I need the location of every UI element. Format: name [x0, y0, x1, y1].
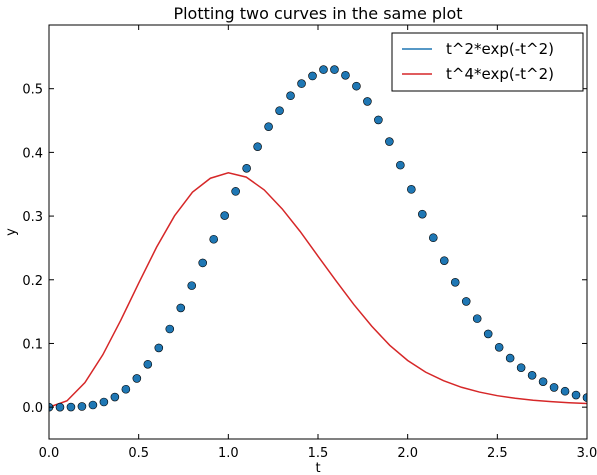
data-point: [286, 91, 295, 100]
data-point: [439, 256, 449, 265]
data-point: [363, 97, 372, 106]
series-line-1: [49, 172, 587, 408]
x-tick-label: 2.0: [397, 446, 418, 461]
y-tick-label: 0.5: [22, 83, 43, 98]
y-tick-label: 0.0: [22, 401, 43, 416]
data-point: [55, 402, 65, 412]
data-point: [494, 342, 504, 352]
data-point: [88, 400, 98, 410]
data-point: [385, 137, 394, 146]
data-point: [308, 71, 317, 81]
legend-label: t^4*exp(-t^2): [446, 65, 554, 83]
data-point: [110, 392, 120, 402]
data-point: [209, 234, 218, 244]
data-point: [527, 371, 537, 380]
data-point: [571, 390, 581, 400]
data-point: [176, 303, 186, 313]
data-point: [472, 314, 482, 323]
x-tick-label: 0.0: [39, 446, 60, 461]
x-tick-label: 0.5: [128, 446, 149, 461]
data-point: [187, 281, 197, 290]
data-point: [407, 185, 416, 194]
data-point: [253, 142, 262, 151]
data-point: [66, 402, 76, 412]
data-point: [121, 384, 131, 394]
data-point: [396, 160, 405, 170]
data-point: [428, 233, 438, 243]
data-point: [143, 359, 153, 369]
data-point: [450, 278, 460, 287]
y-tick-label: 0.2: [22, 274, 43, 289]
data-point: [461, 297, 471, 306]
legend-box: [391, 32, 584, 92]
data-point: [505, 353, 515, 363]
x-axis: 0.0 0.5 1.0 1.5 2.0 2.5 3.0: [39, 25, 597, 461]
data-point: [198, 258, 208, 268]
data-point: [165, 324, 175, 334]
legend: t^2*exp(-t^2) t^4*exp(-t^2): [391, 32, 584, 92]
plot-area: [48, 24, 588, 440]
data-point: [319, 65, 328, 74]
data-point: [99, 397, 109, 407]
data-point: [341, 71, 350, 80]
data-point: [231, 187, 240, 196]
legend-label: t^2*exp(-t^2): [446, 40, 554, 58]
data-point: [483, 329, 493, 339]
data-point: [242, 164, 251, 173]
data-point: [549, 383, 559, 392]
data-point: [582, 393, 587, 402]
data-point: [154, 343, 164, 353]
data-point: [538, 377, 548, 386]
data-point: [352, 81, 361, 91]
data-point: [77, 402, 87, 411]
x-tick-label: 1.5: [308, 446, 329, 461]
data-point: [297, 79, 306, 88]
x-tick-label: 1.0: [218, 446, 239, 461]
x-axis-label: t: [315, 461, 320, 475]
plot-series-group: [49, 65, 587, 412]
y-tick-label: 0.1: [22, 337, 43, 352]
x-tick-label: 2.5: [487, 446, 508, 461]
y-axis-label: y: [4, 228, 19, 236]
chart-title: Plotting two curves in the same plot: [173, 4, 462, 23]
y-tick-label: 0.4: [22, 146, 43, 161]
data-point: [264, 122, 273, 131]
data-point: [516, 363, 526, 372]
y-tick-label: 0.3: [22, 210, 43, 225]
data-point: [132, 374, 142, 383]
data-point: [330, 65, 339, 74]
data-point: [374, 115, 383, 125]
data-point: [220, 211, 229, 220]
data-point: [275, 106, 284, 115]
x-tick-label: 3.0: [577, 446, 597, 461]
data-point: [560, 386, 570, 396]
y-axis: 0.0 0.1 0.2 0.3 0.4 0.5: [22, 83, 587, 416]
data-point: [417, 209, 427, 219]
